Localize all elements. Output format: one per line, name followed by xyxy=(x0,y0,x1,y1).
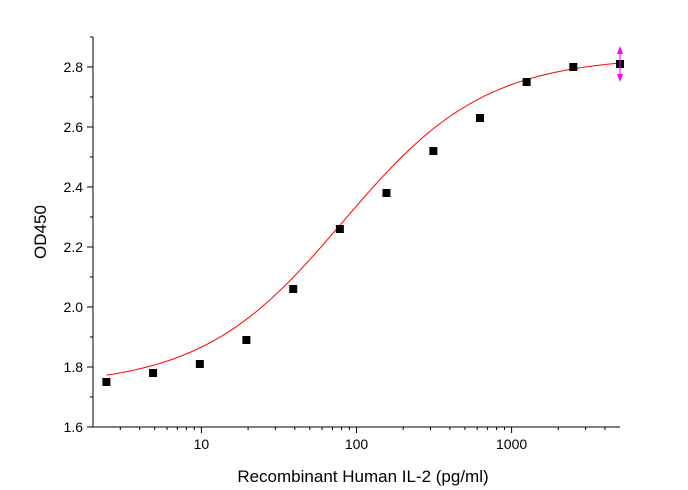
data-point xyxy=(195,360,204,368)
y-tick-label: 2.0 xyxy=(64,299,84,315)
data-point xyxy=(335,225,344,233)
data-point xyxy=(522,78,531,86)
x-ticks: 10 100 1000 xyxy=(119,427,606,452)
y-tick-label: 2.6 xyxy=(64,119,84,135)
x-tick-label: 1000 xyxy=(496,436,527,452)
data-point xyxy=(242,336,251,344)
fit-curve xyxy=(106,62,621,376)
data-point xyxy=(382,189,391,197)
end-arrow-marker xyxy=(617,46,623,82)
y-ticks: 1.6 1.8 2.0 2.2 2.4 2.6 2.8 xyxy=(64,36,93,435)
y-axis-title: OD450 xyxy=(31,205,50,259)
data-point xyxy=(149,369,158,377)
end-marker-arrow-down xyxy=(617,74,623,82)
x-tick-label: 100 xyxy=(345,436,369,452)
y-tick-label: 2.8 xyxy=(64,59,84,75)
y-tick-label: 1.6 xyxy=(64,419,84,435)
data-point xyxy=(102,378,111,386)
y-tick-label: 2.2 xyxy=(64,239,84,255)
data-point xyxy=(475,114,484,122)
end-marker-arrow-up xyxy=(617,46,623,54)
axes xyxy=(92,37,620,428)
data-points xyxy=(102,60,624,386)
y-tick-label: 1.8 xyxy=(64,359,84,375)
data-point xyxy=(289,285,298,293)
x-axis-title: Recombinant Human IL-2 (pg/ml) xyxy=(237,467,488,486)
data-point xyxy=(569,63,578,71)
data-point xyxy=(429,147,438,155)
y-tick-label: 2.4 xyxy=(64,179,84,195)
x-tick-label: 10 xyxy=(194,436,210,452)
